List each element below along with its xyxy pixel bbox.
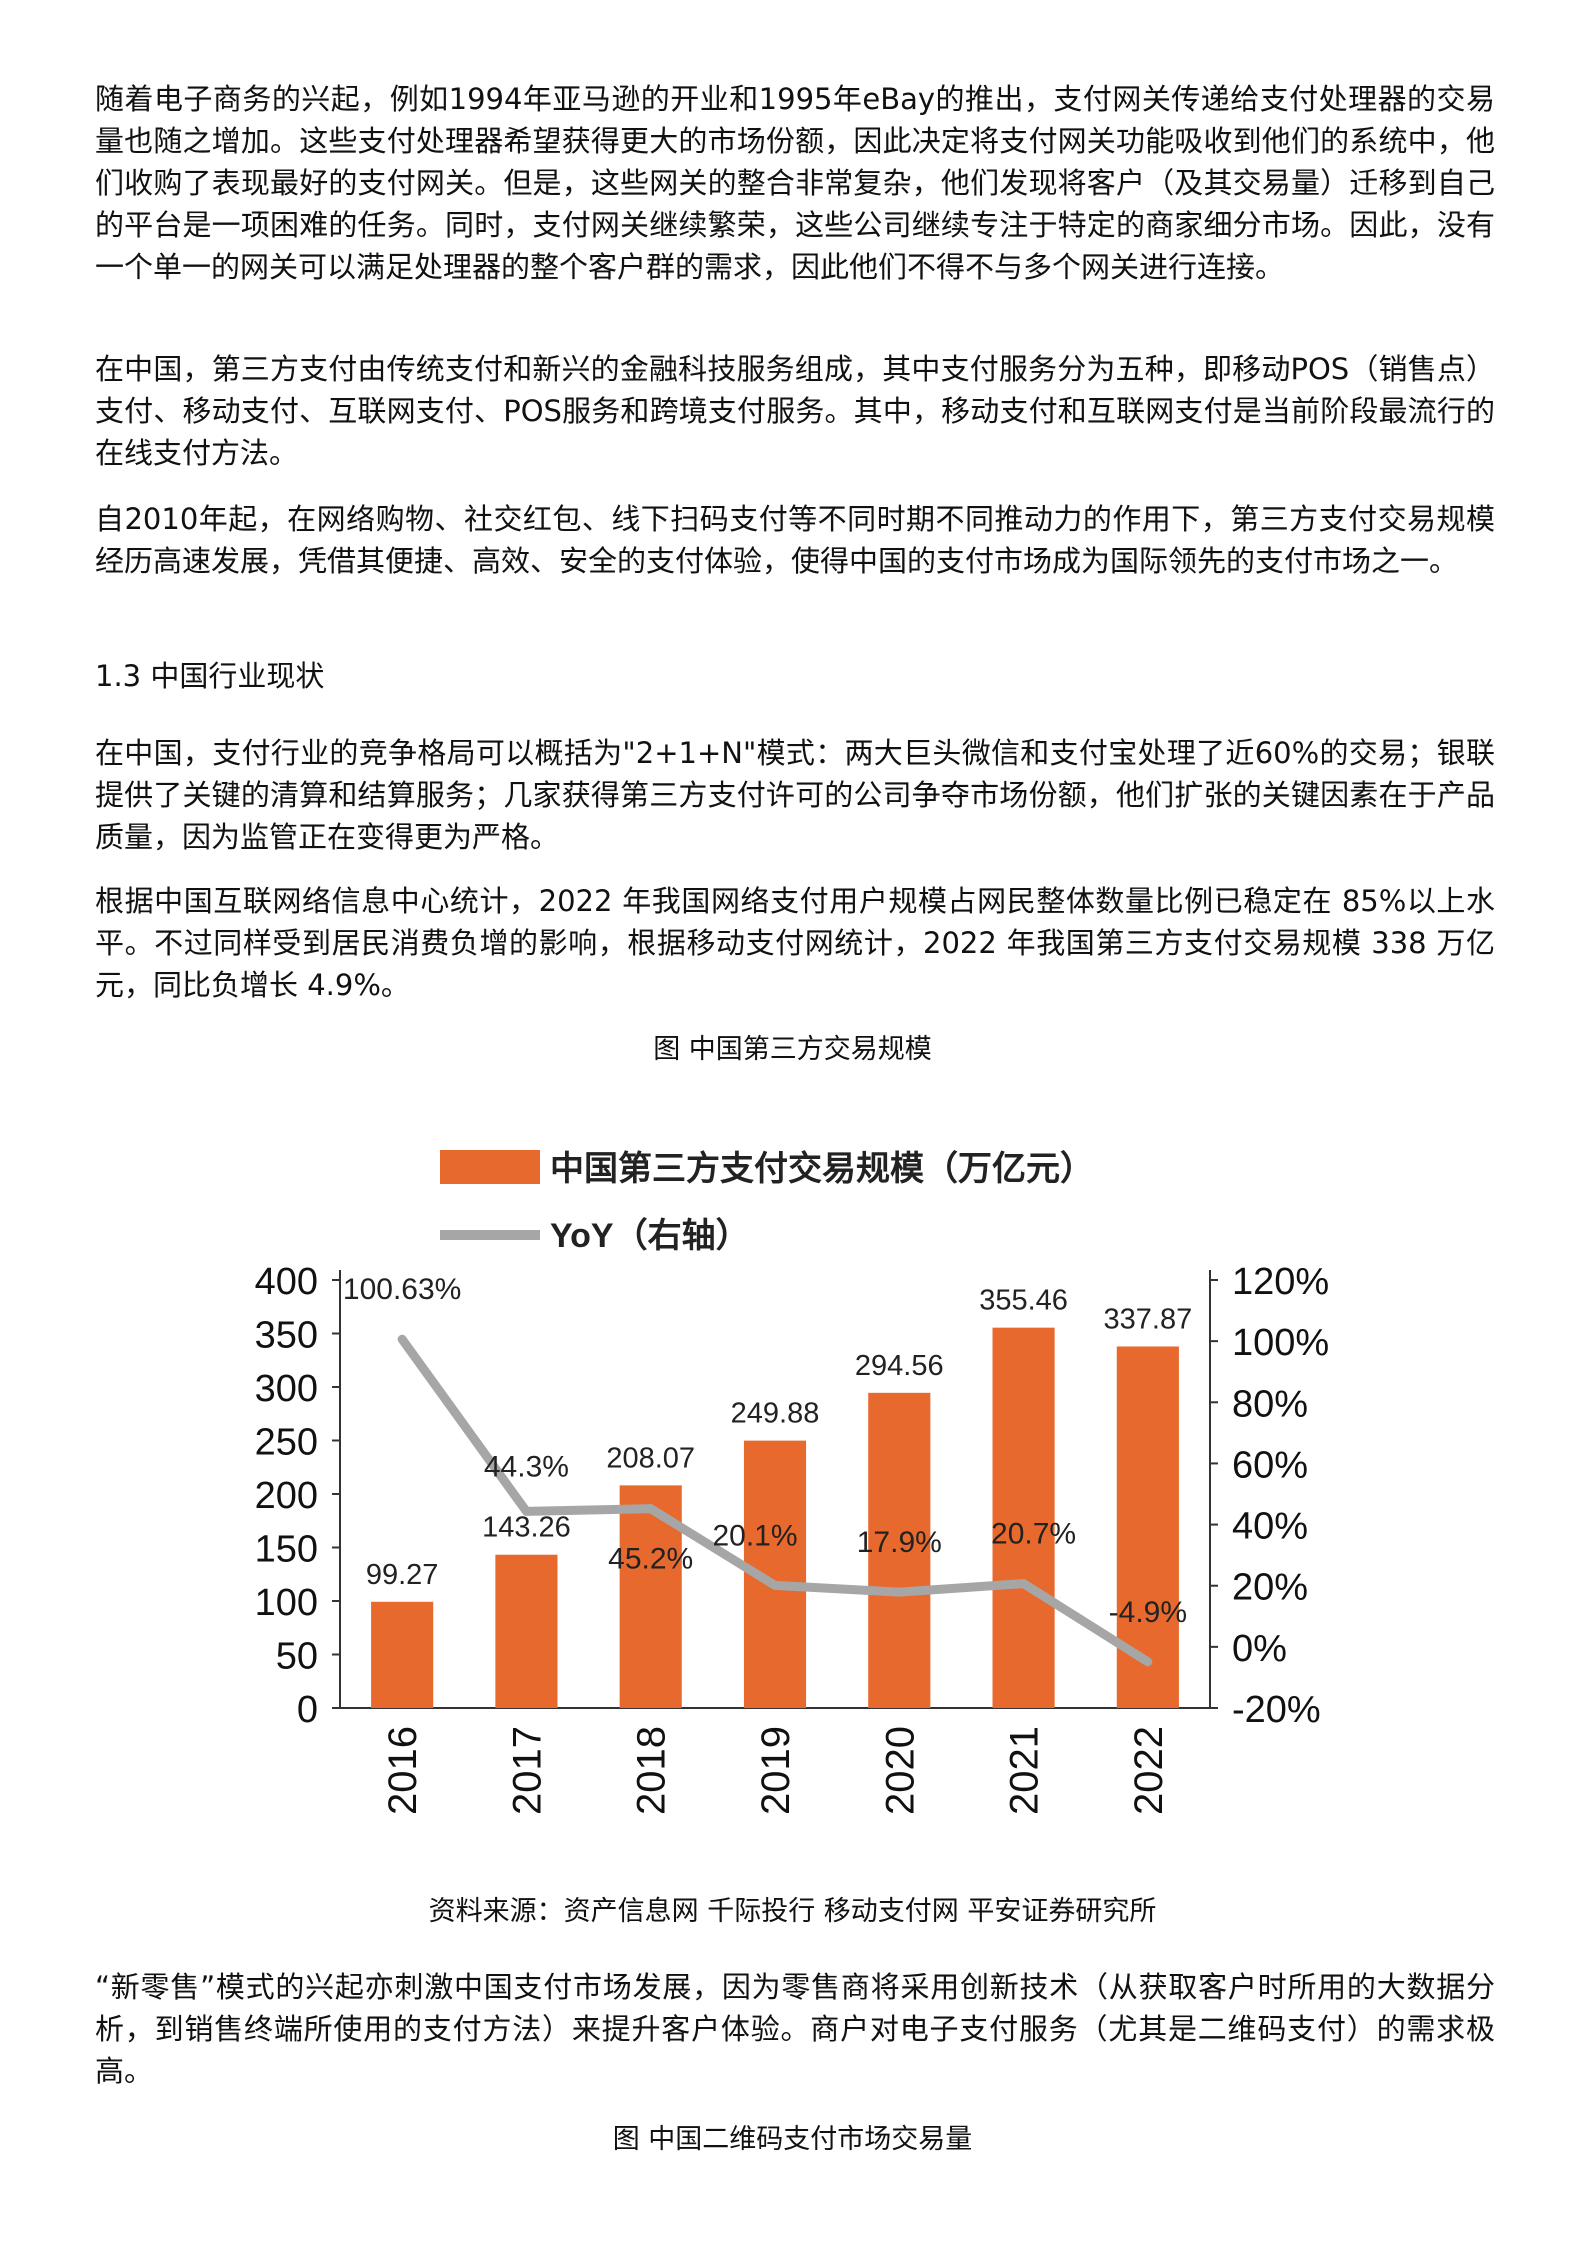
left-tick-label: 400 — [255, 1261, 318, 1303]
bar-2021 — [992, 1327, 1055, 1708]
yoy-point-2016 — [401, 1338, 404, 1341]
transaction-scale-chart: 中国第三方支付交易规模（万亿元） YoY（右轴） 0 50 100 150 200 250… — [255, 1149, 1330, 1815]
x-tick-label: 2019 — [754, 1726, 798, 1815]
yoy-point-2021 — [1022, 1582, 1025, 1585]
figure-1-caption: 图 中国第三方交易规模 — [653, 1034, 932, 1065]
x-tick-label: 2021 — [1003, 1726, 1047, 1815]
yoy-point-2017 — [525, 1510, 528, 1513]
chart-bars — [371, 1327, 1179, 1708]
yoy-value-label: 44.3% — [484, 1450, 569, 1483]
left-tick-label: 350 — [255, 1315, 318, 1357]
left-tick-label: 100 — [255, 1582, 318, 1624]
right-tick-label: -20% — [1232, 1689, 1321, 1731]
bar-value-label: 337.87 — [1104, 1303, 1193, 1335]
yoy-value-label: 45.2% — [608, 1543, 693, 1576]
right-tick-label: 100% — [1232, 1322, 1329, 1364]
bar-value-label: 249.88 — [731, 1398, 820, 1430]
legend-bar-label: 中国第三方支付交易规模（万亿元） — [550, 1149, 1094, 1188]
bar-value-label: 294.56 — [855, 1350, 944, 1382]
left-tick-label: 250 — [255, 1422, 318, 1464]
bar-value-label: 143.26 — [482, 1512, 571, 1544]
bar-2022 — [1116, 1346, 1179, 1708]
yoy-value-label: -4.9% — [1109, 1596, 1187, 1629]
right-tick-label: 80% — [1232, 1383, 1308, 1425]
paragraph-2: 在中国，第三方支付由传统支付和新兴的金融科技服务组成，其中支付服务分为五种，即移… — [95, 352, 1495, 470]
yoy-value-label: 17.9% — [857, 1526, 942, 1559]
chart-legend: 中国第三方支付交易规模（万亿元） YoY（右轴） — [440, 1149, 1094, 1255]
chart-data-labels: 99.27 143.26 208.07 249.88 294.56 355.46 337.8… — [343, 1273, 1192, 1629]
paragraph-5: 根据中国互联网络信息中心统计，2022 年我国网络支付用户规模占网民整体数量比例… — [95, 884, 1495, 1002]
x-tick-label: 2016 — [381, 1726, 425, 1815]
left-tick-label: 150 — [255, 1529, 318, 1571]
yoy-point-2018 — [649, 1507, 652, 1510]
x-tick-label: 2020 — [878, 1726, 922, 1815]
yoy-value-label: 100.63% — [343, 1273, 461, 1306]
yoy-point-2022 — [1146, 1660, 1149, 1663]
left-tick-label: 50 — [276, 1636, 318, 1678]
bar-2017 — [495, 1554, 558, 1708]
paragraph-1: 随着电子商务的兴起，例如1994年亚马逊的开业和1995年eBay的推出，支付网… — [95, 82, 1495, 284]
chart-axes: 0 50 100 150 200 250 300 350 400 -20% 0% 20% 40% 60% 8… — [255, 1261, 1330, 1731]
paragraph-3: 自2010年起，在网络购物、社交红包、线下扫码支付等不同时期不同推动力的作用下，… — [95, 502, 1495, 578]
section-heading: 1.3 中国行业现状 — [95, 659, 325, 693]
bar-2016 — [371, 1601, 434, 1708]
yoy-value-label: 20.1% — [712, 1519, 797, 1552]
right-tick-label: 40% — [1232, 1506, 1308, 1548]
bar-value-label: 208.07 — [606, 1442, 695, 1474]
bar-2020 — [868, 1392, 931, 1708]
paragraph-6: “新零售”模式的兴起亦刺激中国支付市场发展，因为零售商将采用创新技术（从获取客户… — [95, 1970, 1495, 2088]
right-tick-label: 60% — [1232, 1444, 1308, 1486]
chart-x-tick-labels: 2016 2017 2018 2019 2020 2021 2022 — [381, 1726, 1171, 1815]
yoy-point-2019 — [774, 1584, 776, 1587]
left-tick-label: 200 — [255, 1475, 318, 1517]
x-tick-label: 2017 — [505, 1726, 549, 1815]
right-tick-label: 0% — [1232, 1628, 1287, 1670]
left-tick-label: 300 — [255, 1368, 318, 1410]
paragraph-4: 在中国，支付行业的竞争格局可以概括为"2+1+N"模式：两大巨头微信和支付宝处理… — [95, 736, 1495, 854]
legend-line-label: YoY（右轴） — [550, 1216, 750, 1255]
x-tick-label: 2022 — [1127, 1726, 1171, 1815]
bar-value-label: 355.46 — [979, 1285, 1068, 1317]
right-tick-label: 120% — [1232, 1261, 1329, 1303]
right-tick-label: 20% — [1232, 1567, 1308, 1609]
yoy-value-label: 20.7% — [991, 1518, 1076, 1551]
figure-1-source: 资料来源：资产信息网 千际投行 移动支付网 平安证券研究所 — [428, 1896, 1157, 1927]
x-tick-label: 2018 — [630, 1726, 674, 1815]
figure-2-caption: 图 中国二维码支付市场交易量 — [612, 2124, 973, 2155]
legend-swatch-bar — [440, 1150, 540, 1184]
yoy-point-2020 — [898, 1591, 901, 1594]
left-tick-label: 0 — [297, 1689, 318, 1731]
chart-yoy-line — [397, 1334, 1153, 1667]
bar-value-label: 99.27 — [366, 1559, 439, 1591]
